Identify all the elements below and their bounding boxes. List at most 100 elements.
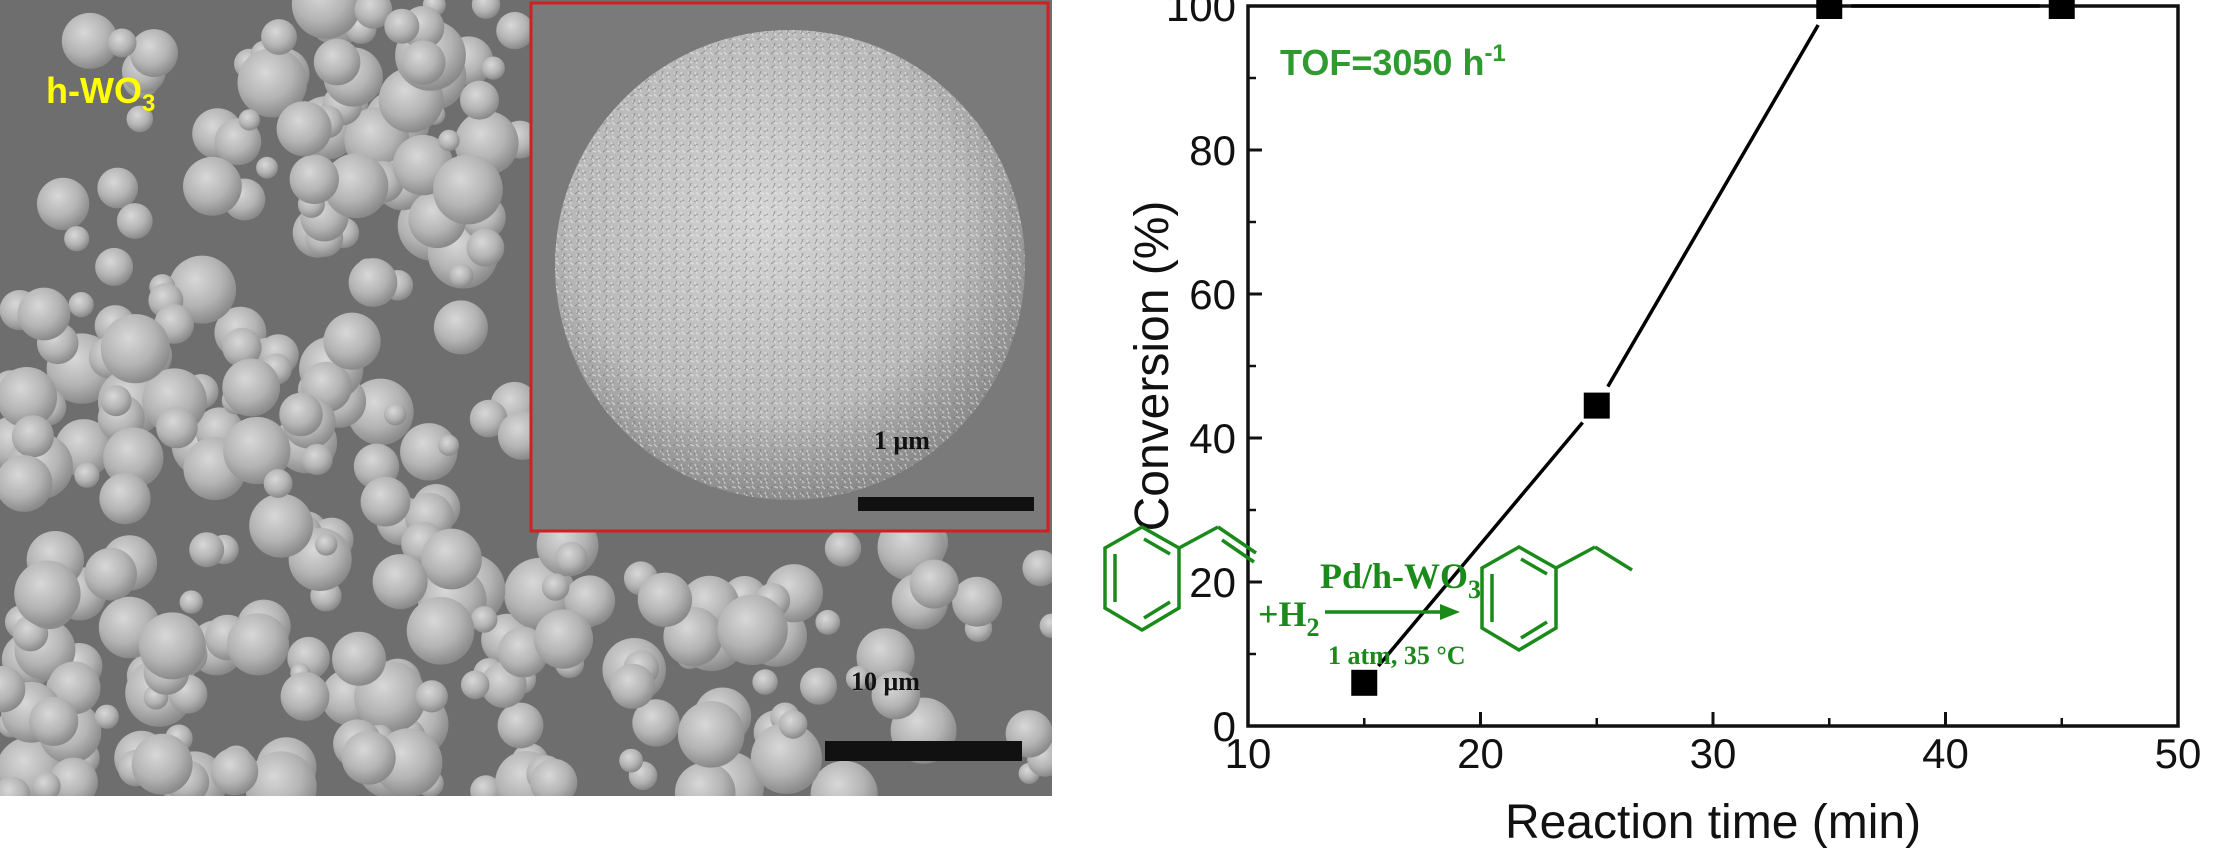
reagent-label: +H2 [1258,594,1320,642]
microsphere-particle [156,406,198,449]
microsphere-particle [97,167,139,209]
microsphere-particle [189,532,225,568]
sem-inset [529,1,1050,533]
microsphere-particle [289,154,339,204]
axis-ticks [1246,4,2180,728]
microsphere-particle [815,609,841,635]
microsphere-particle [291,0,361,39]
microsphere-particle [29,696,79,746]
microsphere-particle [301,444,333,475]
microsphere-particle [0,776,31,796]
microsphere-particle [256,156,278,179]
microsphere-particle [750,722,823,794]
reaction-scheme [1103,524,1633,653]
microsphere-particle [752,669,778,695]
styrene-structure [1103,524,1257,633]
sem-image-panel: h-WO3 1 μm 10 μm [0,0,1052,796]
inset-microsphere-texture [555,30,1025,500]
microsphere-particle [497,702,544,749]
microsphere-particle [280,672,330,721]
microsphere-particle [223,416,291,485]
microsphere-particle [48,757,98,796]
microsphere-particle [126,105,154,133]
microsphere-particle [14,560,81,627]
x-tick-label: 20 [1457,730,1504,777]
microsphere-particle [341,730,396,785]
microsphere-particle [222,358,281,417]
y-tick-label: 80 [1189,127,1236,174]
microsphere-particle [871,670,921,720]
microsphere-particle [438,129,460,152]
microsphere-particle [68,292,94,318]
microsphere-particle [64,226,90,252]
microsphere-particle [279,392,323,437]
microsphere-particle [401,40,446,85]
data-point-marker [1351,669,1378,696]
x-tick-label: 50 [2155,730,2202,777]
microsphere-particle [261,19,297,55]
microsphere-particle [610,663,656,709]
microsphere-particle [824,530,862,567]
microsphere-particle [103,427,164,488]
series-line-segment [1377,421,1584,668]
microsphere-particle [238,109,260,131]
microsphere-particle [31,771,61,796]
tof-annotation: TOF=3050 h-1 [1280,40,1506,83]
microsphere-particle [406,597,475,665]
microsphere-particle [323,153,389,219]
microsphere-particle [1022,550,1052,587]
microsphere-particle [226,613,290,676]
microsphere-particle [1039,613,1052,639]
particle-field [0,0,1052,796]
microsphere-particle [541,573,570,601]
microsphere-particle [107,28,137,58]
microsphere-particle [952,576,1003,627]
microsphere-particle [222,327,262,368]
microsphere-particle [168,255,237,324]
microsphere-particle [138,612,206,680]
microsphere-particle [17,287,71,341]
microsphere-particle [237,47,308,118]
microsphere-particle [433,154,503,225]
microsphere-particle [315,533,338,556]
microsphere-particle [637,572,693,627]
microsphere-particle [0,455,53,512]
microsphere-particle [470,775,502,796]
microsphere-particle [415,680,448,713]
microsphere-particle [95,247,134,286]
microsphere-particle [130,29,178,78]
microsphere-particle [845,666,871,691]
microsphere-particle [909,559,959,609]
microsphere-particle [360,476,411,527]
microsphere-particle [183,156,242,216]
microsphere-particle [263,469,293,498]
inset-scale-bar [858,497,1034,511]
microsphere-particle [131,733,193,795]
y-tick-label: 40 [1189,415,1236,462]
x-tick-label: 10 [1225,730,1272,777]
y-axis-title: Conversion (%) [1126,201,1179,532]
microsphere-particle [372,554,428,610]
microsphere-particle [810,760,878,796]
microsphere-particle [496,11,534,50]
inset-scale-label: 1 μm [874,426,930,455]
x-axis-title: Reaction time (min) [1505,796,1921,849]
microsphere-particle [74,462,100,488]
plot-border [1246,4,2180,728]
data-point-marker [1583,392,1610,419]
tick-labels: 10 20 30 40 50 0 20 40 60 80 100 [1166,0,2201,777]
reaction-arrowhead [1440,604,1460,620]
microsphere-particle [99,473,151,525]
microsphere-particle [554,542,588,575]
microsphere-particle [384,8,420,44]
microsphere-particle [11,415,54,458]
microsphere-particle [100,314,170,384]
microsphere-particle [421,528,482,590]
catalyst-label: Pd/h-WO3 [1320,556,1481,604]
microsphere-particle [384,403,407,426]
microsphere-particle [800,667,837,705]
microsphere-particle [245,751,317,796]
microsphere-particle [471,0,501,19]
conditions-label: 1 atm, 35 °C [1328,641,1466,670]
microsphere-particle [632,699,680,747]
